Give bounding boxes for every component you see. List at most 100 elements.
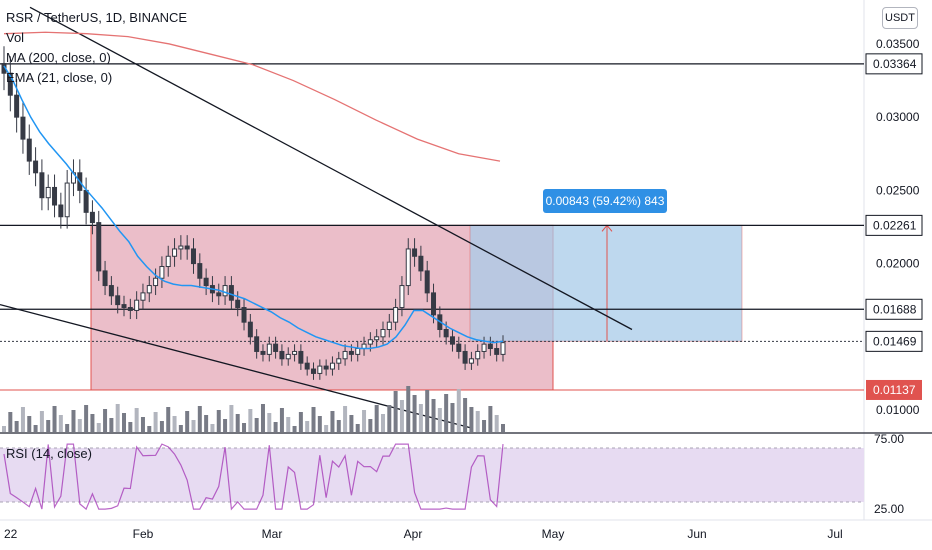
volume-bar (393, 391, 398, 432)
candle-body (153, 277, 159, 287)
volume-bar (387, 405, 392, 432)
price-label-box (865, 330, 923, 352)
candle-body (14, 94, 20, 118)
volume-bar (178, 425, 183, 432)
volume-bar (444, 394, 449, 432)
candle-body (159, 266, 165, 279)
candle-body (190, 248, 196, 265)
volume-bar (204, 415, 209, 432)
volume-bar (46, 420, 51, 432)
candle-body (311, 368, 317, 374)
volume-bar (84, 405, 89, 432)
candle-body (235, 299, 241, 309)
candle-body (494, 348, 500, 355)
symbol-title[interactable]: RSR / TetherUS, 1D, BINANCE (6, 10, 188, 25)
candle-body (336, 358, 342, 364)
volume-bar (469, 407, 474, 432)
volume-bar (279, 408, 284, 432)
candle-body (487, 343, 493, 350)
volume-bar (39, 411, 44, 432)
candle-body (386, 321, 392, 330)
volume-bar (311, 407, 316, 432)
candle-body (83, 189, 89, 213)
volume-bar (305, 421, 310, 432)
volume-bar (418, 404, 423, 432)
candle-body (26, 138, 32, 162)
candle-body (64, 182, 70, 218)
candle-body (247, 321, 253, 338)
volume-bar (223, 419, 228, 432)
indicator-vol[interactable]: Vol (6, 30, 25, 45)
price-label-box (865, 53, 923, 75)
x-tick-label: Feb (133, 527, 154, 541)
candle-body (7, 72, 13, 96)
price-label: 0.02261 (873, 218, 917, 232)
trendline-lower (0, 303, 471, 429)
candle-body (399, 285, 405, 309)
candle-body (178, 245, 184, 250)
volume-bar (336, 420, 341, 432)
indicator-ema[interactable]: EMA (21, close, 0) (6, 70, 113, 85)
volume-bar (115, 404, 120, 432)
volume-bar (242, 423, 247, 432)
x-tick-label: Mar (262, 527, 283, 541)
rsi-band (0, 448, 864, 502)
measure-label: 0.00843 (59.42%) 843 (543, 189, 667, 213)
volume-bar (210, 424, 215, 432)
volume-bar (159, 421, 164, 432)
volume-bar (494, 415, 499, 432)
ema-line (3, 65, 504, 350)
price-scale (864, 0, 932, 550)
rsi-legend[interactable]: RSI (14, close) (6, 446, 92, 461)
candle-body (285, 353, 291, 360)
volume-bar (488, 406, 493, 432)
price-label: 0.01688 (873, 302, 917, 316)
volume-bar (254, 418, 259, 432)
candle-body (228, 285, 234, 301)
volume-bar (431, 399, 436, 432)
volume-bar (229, 405, 234, 432)
candle-body (172, 248, 178, 257)
volume-bar (380, 414, 385, 432)
chart-legend: RSR / TetherUS, 1D, BINANCE Vol MA (200,… (6, 8, 187, 88)
volume-bar (330, 411, 335, 432)
volume-bar (343, 406, 348, 432)
candle-body (462, 350, 468, 364)
candle-body (367, 339, 373, 345)
volume-bar (317, 416, 322, 432)
currency-button[interactable]: USDT (882, 7, 918, 29)
volume-bar (355, 424, 360, 432)
candle-body (273, 343, 279, 352)
candle-body (424, 270, 430, 294)
indicator-ma[interactable]: MA (200, close, 0) (6, 50, 111, 65)
candle-body (184, 245, 190, 250)
volume-bar (147, 426, 152, 432)
volume-bar (463, 398, 468, 432)
volume-bar (298, 412, 303, 432)
price-label: 0.01469 (873, 334, 917, 348)
candle-body (216, 292, 222, 297)
candle-body (96, 222, 102, 272)
y-tick-label: 0.01000 (876, 403, 920, 417)
volume-bar (71, 410, 76, 432)
volume-bar (14, 421, 19, 432)
candle-body (134, 299, 140, 311)
volume-bar (374, 405, 379, 432)
volume-bar (475, 411, 480, 432)
candle-body (323, 365, 329, 370)
volume-bar (412, 395, 417, 432)
volume-bar (349, 415, 354, 432)
candle-body (374, 336, 380, 341)
candle-body (348, 350, 354, 355)
candle-body (405, 248, 411, 287)
candle-body (431, 292, 437, 316)
volume-bar (134, 408, 139, 432)
candle-body (222, 285, 228, 297)
x-tick-label: Jul (827, 527, 842, 541)
candle-body (500, 342, 506, 355)
candle-body (89, 211, 95, 224)
volume-bar (172, 416, 177, 432)
candle-body (146, 285, 152, 294)
candle-body (443, 328, 449, 338)
